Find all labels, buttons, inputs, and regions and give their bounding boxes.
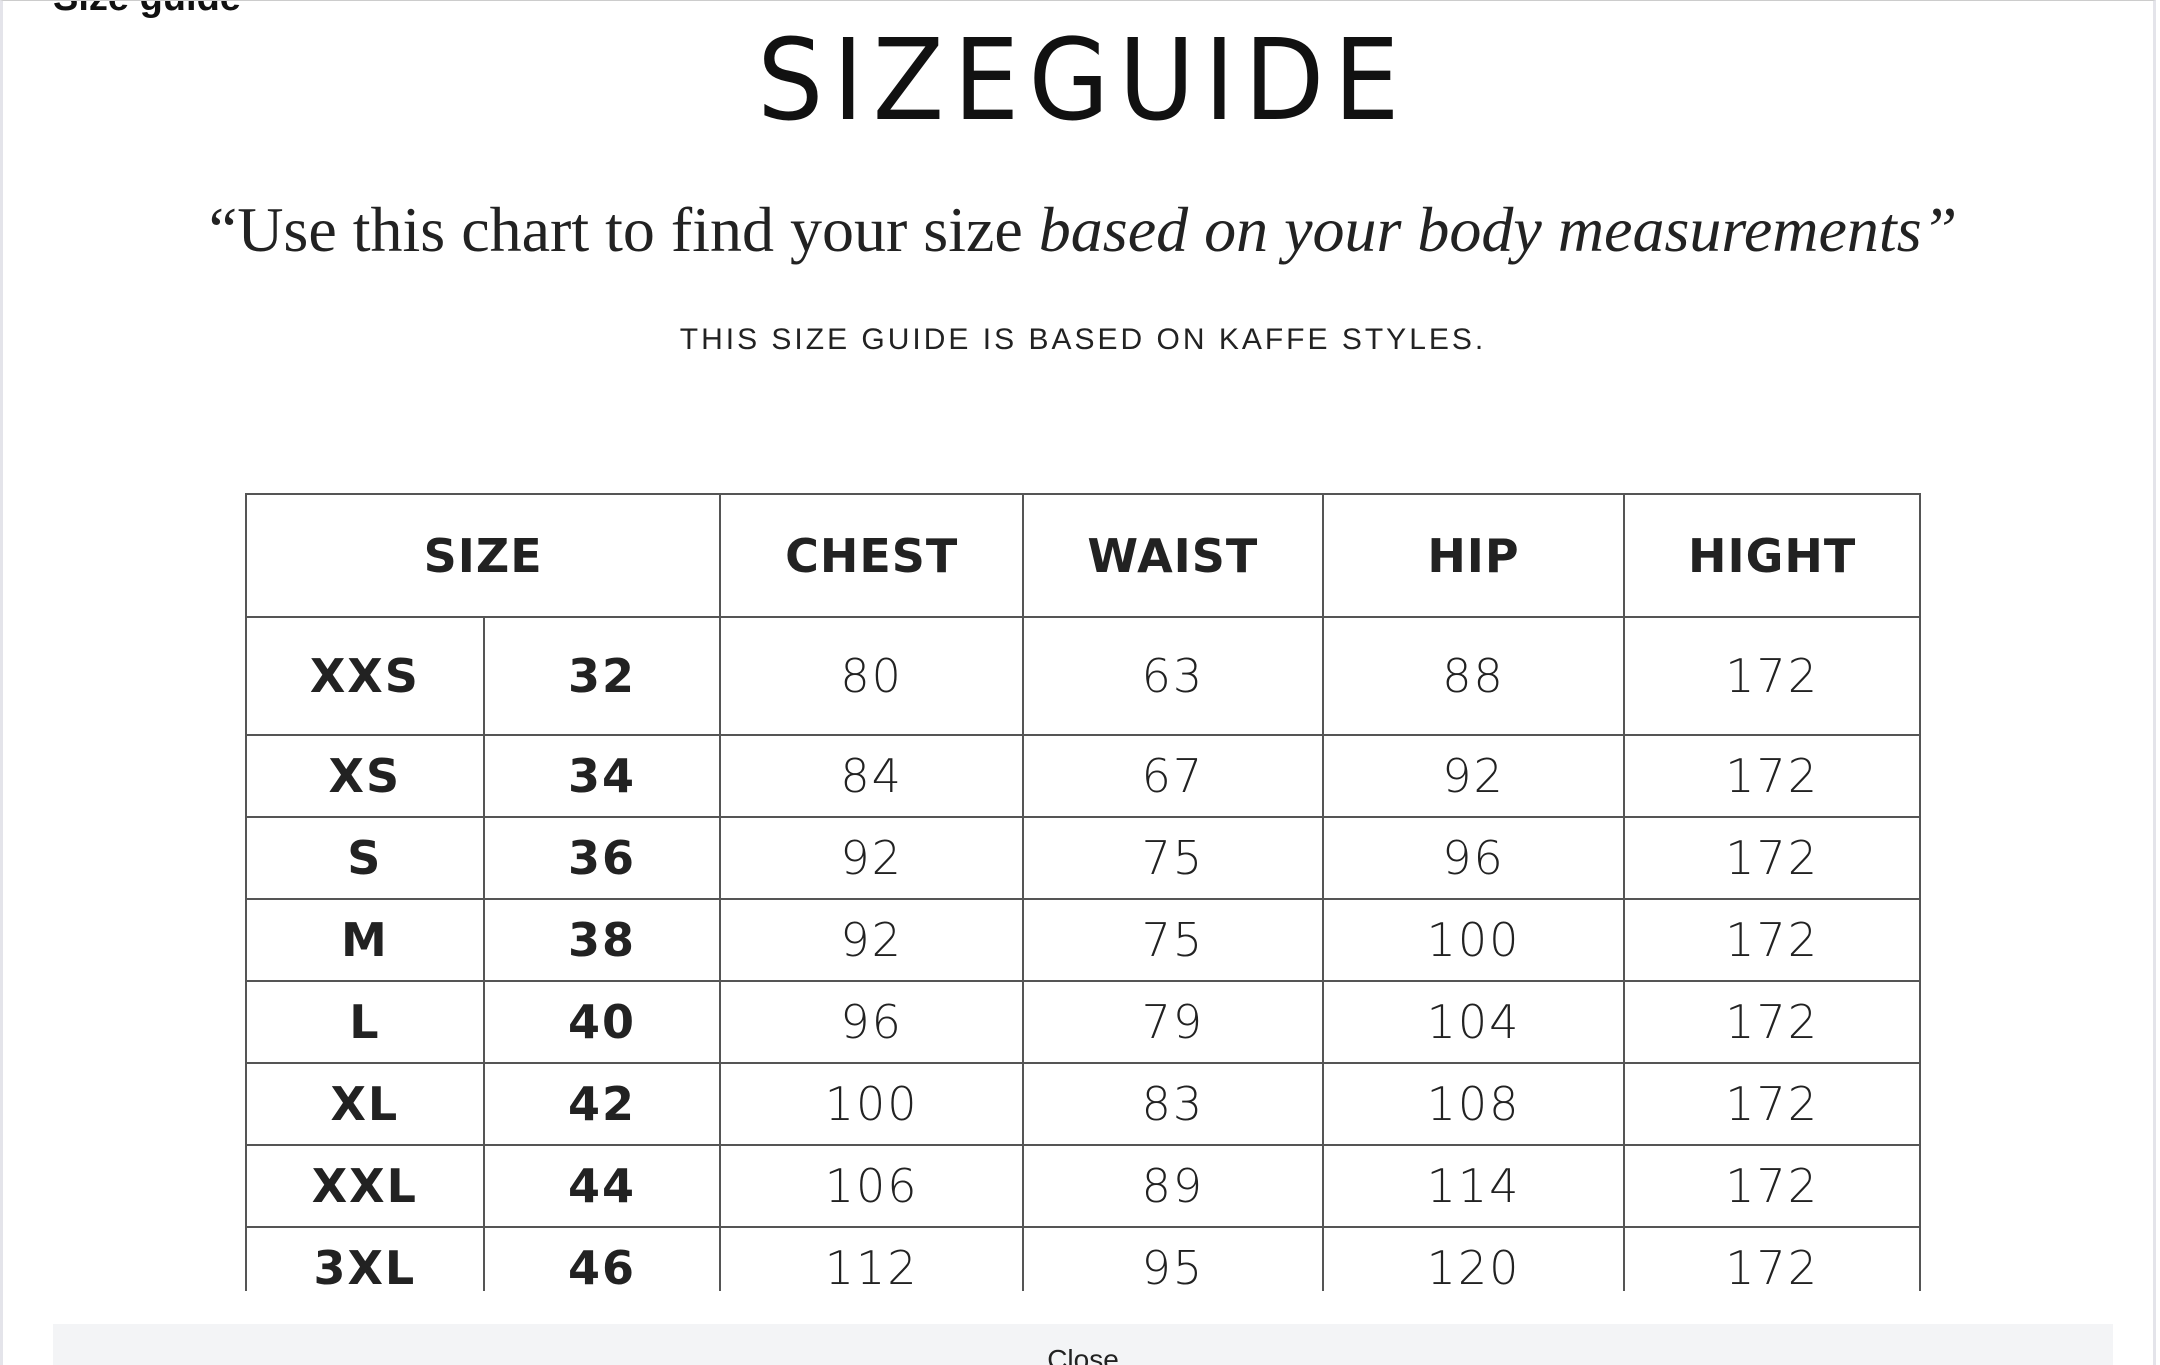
table-header-row: SIZE CHEST WAIST HIP HIGHT [244,493,1921,618]
table-cell: 36 [482,816,722,900]
table-cell: XXS [245,616,485,736]
table-cell: 172 [1623,980,1921,1064]
column-header: HIGHT [1623,493,1921,618]
quote-italic: based on your body measurements” [1038,194,1958,265]
column-header: WAIST [1022,493,1324,618]
table-cell: 75 [1022,816,1324,900]
size-guide-heading: SIZEGUIDE [757,16,1409,146]
close-button[interactable]: Close [53,1324,2113,1365]
table-cell: 95 [1022,1226,1324,1291]
table-cell: XL [245,1062,485,1146]
table-cell: 42 [482,1062,722,1146]
table-cell: L [245,980,485,1064]
table-cell: 172 [1623,734,1921,818]
table-cell: 79 [1022,980,1324,1064]
table-cell: 44 [482,1144,722,1228]
size-table: SIZE CHEST WAIST HIP HIGHT XXS 32 80 63 88 172 XS 3… [244,493,1921,1291]
table-cell: 88 [1321,616,1626,736]
table-row: 3XL 46 112 95 120 172 [245,1226,1921,1291]
table-cell: 63 [1022,616,1324,736]
table-cell: 67 [1022,734,1324,818]
table-cell: 120 [1321,1226,1626,1291]
modal-title: Size guide [53,1,241,20]
table-row: XXS 32 80 63 88 172 [245,616,1921,736]
table-cell: 80 [719,616,1025,736]
column-header: SIZE [244,493,722,618]
table-cell: 92 [719,816,1025,900]
table-cell: 100 [719,1062,1025,1146]
table-cell: 172 [1623,616,1921,736]
quote-plain: “Use this chart to find your size [208,194,1039,265]
table-cell: 114 [1321,1144,1626,1228]
table-cell: M [245,898,485,982]
size-guide-quote: “Use this chart to find your size based … [3,193,2153,267]
table-cell: 100 [1321,898,1626,982]
table-cell: 108 [1321,1062,1626,1146]
table-cell: 34 [482,734,722,818]
table-cell: 3XL [245,1226,485,1291]
table-cell: 83 [1022,1062,1324,1146]
size-guide-subline: THIS SIZE GUIDE IS BASED ON KAFFE STYLES… [679,323,1487,356]
table-cell: 75 [1022,898,1324,982]
table-cell: 104 [1321,980,1626,1064]
table-row: XS 34 84 67 92 172 [245,734,1921,818]
column-header: CHEST [719,493,1025,618]
table-row: XXL 44 106 89 114 172 [245,1144,1921,1228]
table-cell: S [245,816,485,900]
table-row: S 36 92 75 96 172 [245,816,1921,900]
column-header: HIP [1321,493,1626,618]
table-cell: 172 [1623,1226,1921,1291]
table-cell: 38 [482,898,722,982]
table-cell: XS [245,734,485,818]
table-cell: 96 [719,980,1025,1064]
table-cell: 106 [719,1144,1025,1228]
table-cell: 96 [1321,816,1626,900]
table-row: XL 42 100 83 108 172 [245,1062,1921,1146]
close-label: Close [1047,1344,1119,1365]
table-cell: 40 [482,980,722,1064]
table-cell: 92 [1321,734,1626,818]
table-row: L 40 96 79 104 172 [245,980,1921,1064]
size-guide-image: SIZEGUIDE “Use this chart to find your s… [3,1,2153,1291]
table-cell: 172 [1623,1144,1921,1228]
table-cell: 89 [1022,1144,1324,1228]
table-cell: 84 [719,734,1025,818]
table-cell: XXL [245,1144,485,1228]
table-cell: 46 [482,1226,722,1291]
table-row: M 38 92 75 100 172 [245,898,1921,982]
table-cell: 112 [719,1226,1025,1291]
table-cell: 32 [482,616,722,736]
table-cell: 172 [1623,816,1921,900]
table-cell: 92 [719,898,1025,982]
table-cell: 172 [1623,1062,1921,1146]
table-cell: 172 [1623,898,1921,982]
